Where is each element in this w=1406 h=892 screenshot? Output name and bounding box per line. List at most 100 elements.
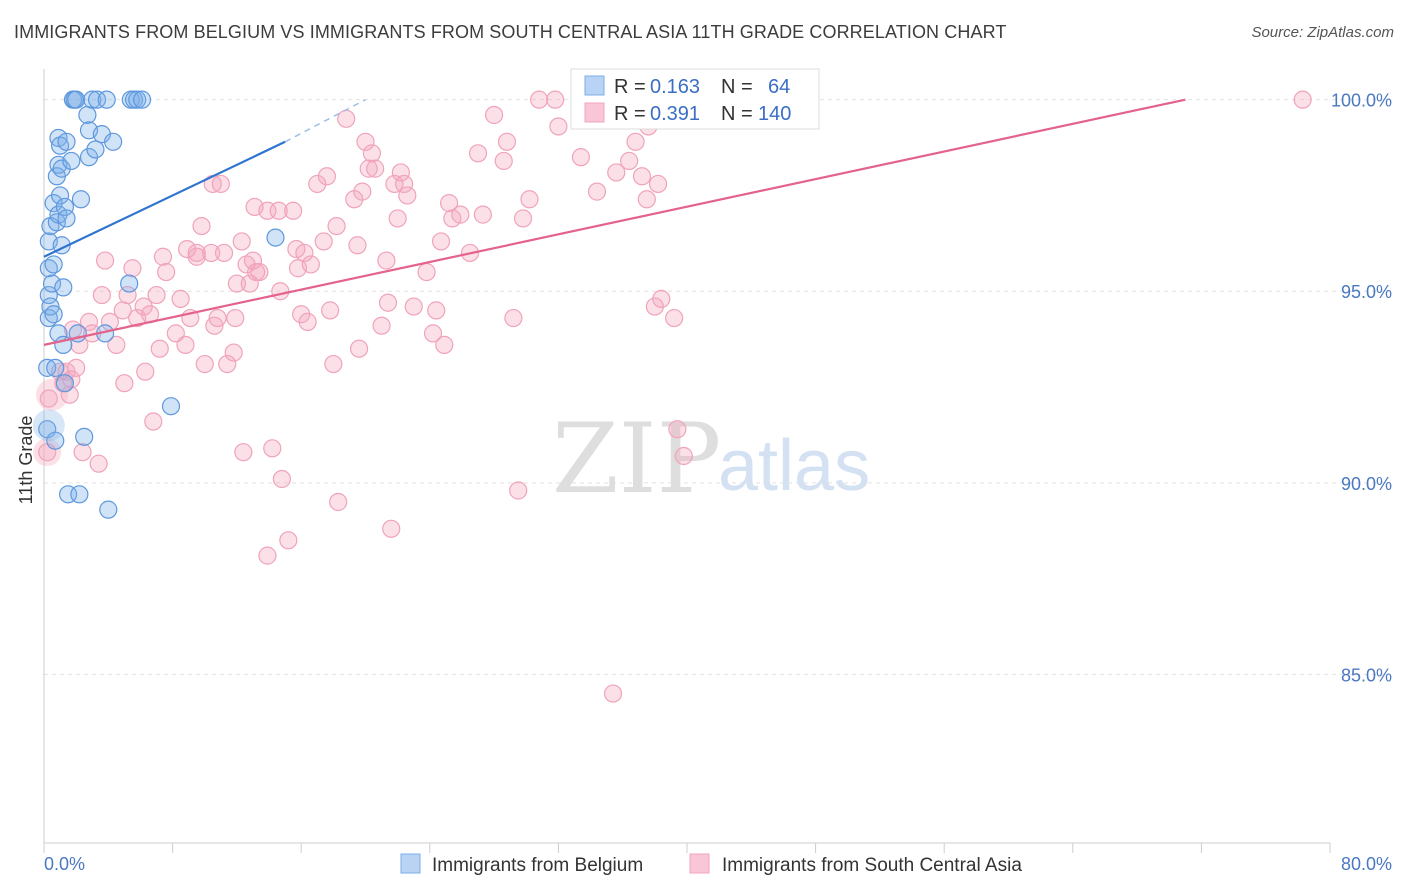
point-south-central-asia [637,190,656,209]
stats-legend-box [570,68,820,130]
legend-label-south-central-asia: Immigrants from South Central Asia [722,855,1022,876]
point-belgium [266,228,285,247]
point-belgium [75,427,94,446]
point-south-central-asia [372,316,391,335]
point-south-central-asia [388,209,407,228]
point-south-central-asia [211,174,230,194]
point-south-central-asia [208,308,227,328]
point-south-central-asia [451,205,470,224]
point-south-central-asia [279,531,298,550]
point-south-central-asia [648,174,668,194]
point-south-central-asia [150,339,169,358]
point-south-central-asia [494,151,513,171]
stats-legend: R = 0.163 N = 64 R = 0.391 N = 140 [570,68,820,130]
watermark: ZIP atlas [552,403,870,515]
point-south-central-asia [520,190,539,209]
point-south-central-asia [398,186,417,205]
point-belgium [128,90,147,109]
trend-line-belgium [43,140,286,258]
point-south-central-asia [394,174,414,194]
point-south-central-asia-cluster [33,438,62,467]
point-belgium [120,274,139,293]
series-south-central-asia-points [33,90,1312,703]
point-belgium-cluster [32,409,65,442]
point-south-central-asia [366,159,385,178]
point-south-central-asia [136,362,155,381]
point-south-central-asia [327,216,346,236]
point-south-central-asia [509,481,528,500]
y-tick-labels: 85.0% 90.0% 95.0% 100.0% [1331,91,1392,686]
point-south-central-asia [378,293,398,312]
stats-r-label-pink: R = [614,103,646,125]
point-south-central-asia [377,251,396,270]
point-south-central-asia [298,312,317,331]
point-south-central-asia [269,201,288,220]
point-south-central-asia [391,163,410,182]
point-south-central-asia [468,144,488,163]
stats-n-label-blue: N = [721,76,753,98]
point-south-central-asia [356,132,375,151]
stats-n-label-pink: N = [721,103,753,125]
legend-label-belgium: Immigrants from Belgium [432,855,643,876]
point-south-central-asia [224,343,243,362]
point-south-central-asia-cluster [36,378,69,411]
watermark-atlas: atlas [718,426,870,506]
y-tick-label: 95.0% [1341,282,1392,302]
source-credit: Source: ZipAtlas.com [1251,24,1394,41]
point-south-central-asia [250,262,269,282]
point-belgium [57,209,76,228]
point-south-central-asia [668,420,687,439]
point-south-central-asia [329,492,348,512]
point-south-central-asia [620,151,639,171]
point-south-central-asia [473,205,492,224]
chart-title: IMMIGRANTS FROM BELGIUM VS IMMIGRANTS FR… [14,22,1007,42]
point-south-central-asia [603,684,623,703]
point-south-central-asia [153,247,173,266]
point-south-central-asia [1293,90,1312,109]
point-south-central-asia [73,443,92,462]
point-south-central-asia [587,182,607,201]
point-south-central-asia [549,117,568,136]
point-south-central-asia [218,354,237,374]
point-south-central-asia [107,335,126,354]
point-south-central-asia [232,232,251,251]
point-south-central-asia [546,90,565,109]
point-belgium [44,305,63,324]
trend-lines [43,98,1186,346]
point-south-central-asia [177,239,197,259]
point-south-central-asia [192,216,211,236]
point-south-central-asia [435,335,454,354]
point-south-central-asia [271,282,290,301]
point-belgium [78,105,97,125]
point-belgium [46,431,65,450]
watermark-zip: ZIP [552,403,721,515]
point-south-central-asia [417,262,436,282]
point-south-central-asia [321,301,340,320]
point-south-central-asia [234,443,253,462]
point-south-central-asia [674,446,693,466]
legend-swatch-south-central-asia [689,853,710,874]
point-south-central-asia [385,174,404,194]
point-belgium [54,278,73,297]
point-south-central-asia [144,412,163,431]
point-south-central-asia [359,159,378,178]
point-south-central-asia [530,90,549,109]
point-south-central-asia [353,182,372,201]
point-belgium [55,374,74,393]
stats-r-value-pink: 0.391 [650,103,700,125]
stats-n-value-blue: 64 [768,76,790,98]
point-south-central-asia [115,374,134,393]
point-south-central-asia [171,289,190,309]
trend-line-south-central-asia [43,98,1186,346]
point-belgium [39,285,58,305]
point-belgium [50,186,70,205]
x-tick-label-max: 80.0% [1341,854,1392,874]
point-south-central-asia [214,243,234,263]
point-south-central-asia [349,339,369,358]
point-south-central-asia [485,105,504,125]
point-belgium [83,90,102,109]
point-belgium [46,358,65,377]
point-belgium [42,274,62,293]
stats-n-value-pink: 140 [758,103,791,125]
